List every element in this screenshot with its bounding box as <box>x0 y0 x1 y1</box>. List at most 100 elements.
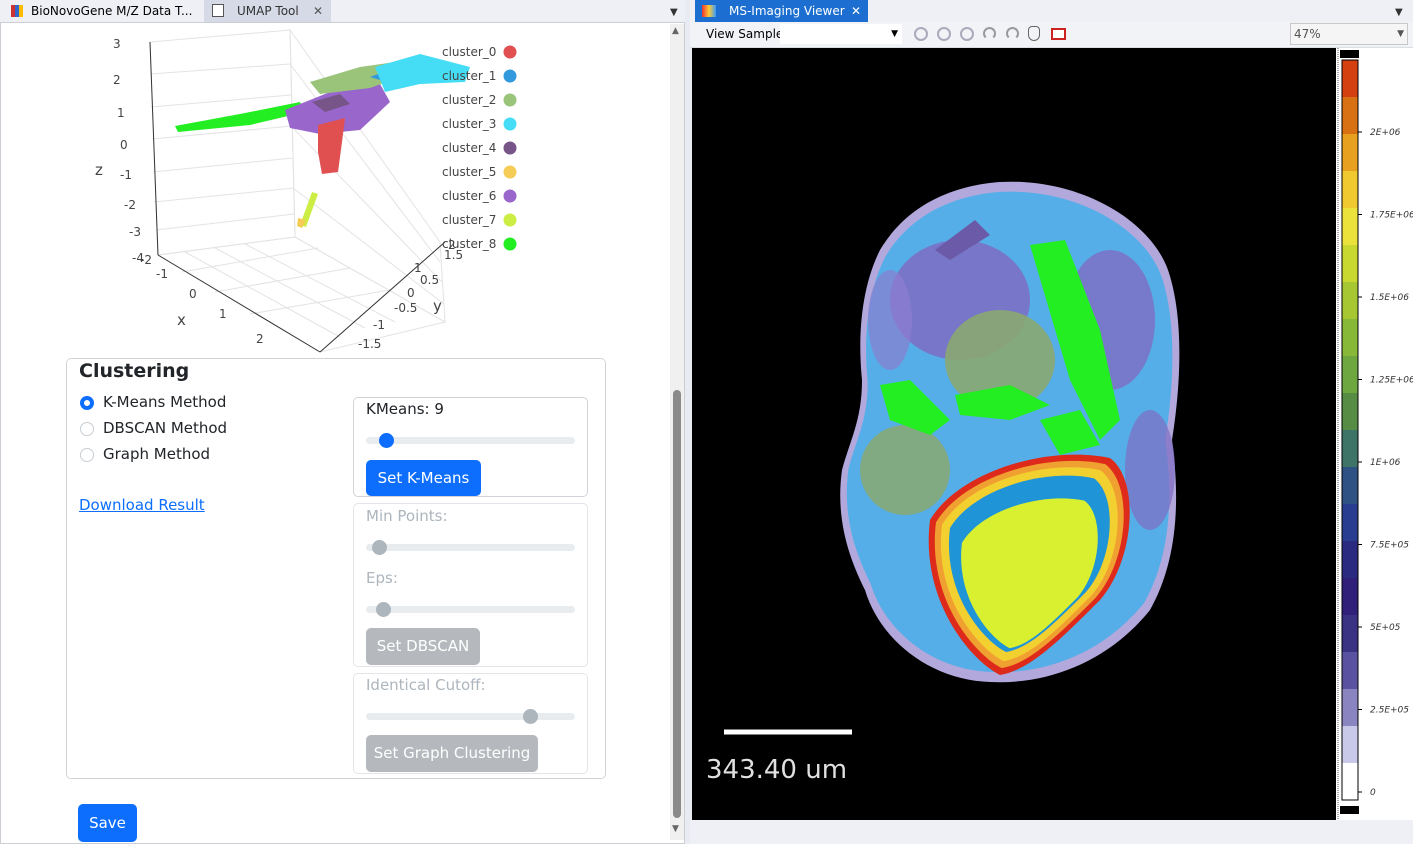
tab-menu[interactable]: ▼ <box>670 7 678 18</box>
colorbar-segment <box>1342 393 1358 430</box>
z-ticks: 3 2 1 0 -1 -2 -3 -4 <box>113 37 144 265</box>
rotate-right-icon[interactable] <box>1006 27 1019 40</box>
tick-label: -1.5 <box>358 337 381 351</box>
slider-thumb <box>372 540 387 555</box>
legend-label[interactable]: cluster_2 <box>442 93 496 107</box>
colorbar-segment <box>1342 97 1358 134</box>
zoom-fit-icon[interactable] <box>960 27 974 41</box>
legend-label[interactable]: cluster_4 <box>442 141 496 155</box>
colorbar-cap <box>1340 50 1359 58</box>
radio-button[interactable] <box>80 396 94 410</box>
colorbar-segment <box>1342 282 1358 319</box>
export-icon[interactable] <box>1051 28 1066 40</box>
legend-marker[interactable] <box>503 93 517 107</box>
x-ticks: -2 -1 0 1 2 <box>140 253 264 346</box>
tab-menu[interactable]: ▼ <box>1395 7 1403 18</box>
plot-axes <box>149 41 446 353</box>
tick-label: 1 <box>219 307 227 321</box>
cluster-cloud <box>285 84 390 134</box>
legend-marker[interactable] <box>503 117 517 131</box>
legend-label[interactable]: cluster_1 <box>442 69 496 83</box>
colorbar-segment <box>1342 208 1358 245</box>
clustering-panel <box>66 358 606 779</box>
legend-marker[interactable] <box>503 45 517 59</box>
tick-label: 2 <box>113 73 121 87</box>
legend-marker[interactable] <box>503 141 517 155</box>
legend-label[interactable]: cluster_3 <box>442 117 496 131</box>
slider-thumb[interactable] <box>379 433 394 448</box>
right-tab-bar: MS-Imaging Viewer ✕ ▼ <box>690 0 1413 22</box>
set-kmeans-button[interactable]: Set K-Means <box>366 460 481 496</box>
kmeans-slider[interactable] <box>366 437 575 444</box>
tab[interactable]: MS-Imaging Viewer <box>729 4 845 18</box>
scroll-down[interactable]: ▼ <box>672 824 679 834</box>
sample-select[interactable]: ▼ <box>780 24 902 44</box>
tab[interactable]: BioNovoGene M/Z Data T... <box>31 4 193 18</box>
colorbar-segment <box>1342 245 1358 282</box>
tick-label: 1 <box>117 106 125 120</box>
colorbar-segment <box>1342 504 1358 541</box>
colorbar-label: 1E+06 <box>1370 458 1401 468</box>
tick-label: -4 <box>132 251 144 265</box>
tab-close[interactable]: ✕ <box>851 4 862 18</box>
colorbar-segment <box>1342 763 1358 800</box>
radio-button[interactable] <box>80 422 94 436</box>
legend-label[interactable]: cluster_7 <box>442 213 496 227</box>
download-link[interactable]: Download Result <box>79 496 205 514</box>
tick-label: 1.5 <box>444 248 463 262</box>
save-button[interactable]: Save <box>78 804 137 842</box>
tab-active[interactable] <box>204 0 331 22</box>
colorbar-segment <box>1342 356 1358 393</box>
kmeans-label: KMeans: 9 <box>366 400 444 418</box>
tab-active[interactable] <box>695 0 868 22</box>
dbscan-box <box>353 503 588 667</box>
rotate-left-icon[interactable] <box>983 27 996 40</box>
colorbar: 2E+06 1.75E+06 1.5E+06 1.25E+06 1E+06 7.5E+05… <box>1341 59 1413 801</box>
legend: cluster_0 cluster_1 cluster_2 cluster_3clus… <box>442 45 517 251</box>
zoom-select[interactable]: 47% ▼ <box>1290 23 1408 45</box>
cluster-cloud <box>318 118 345 174</box>
zoom-value: 47% <box>1294 27 1321 41</box>
kmeans-box <box>353 397 588 497</box>
slider-thumb <box>523 709 538 724</box>
legend-label[interactable]: cluster_6 <box>442 189 496 203</box>
radio-button[interactable] <box>80 448 94 462</box>
colorbar-segment <box>1342 467 1358 504</box>
scroll-up[interactable]: ▲ <box>672 26 679 36</box>
colorbar-label: 1.5E+06 <box>1370 293 1409 303</box>
pan-icon[interactable] <box>1028 26 1040 41</box>
radio-label[interactable]: K-Means Method <box>103 393 227 411</box>
min-points-label: Min Points: <box>366 507 448 525</box>
tick-label: -2 <box>124 198 136 212</box>
tab-close[interactable]: ✕ <box>313 4 324 18</box>
tick-label: 2 <box>448 238 456 252</box>
zoom-in-icon[interactable] <box>914 27 928 41</box>
legend-label[interactable]: cluster_0 <box>442 45 496 59</box>
legend-marker[interactable] <box>503 237 517 251</box>
legend-marker[interactable] <box>503 189 517 203</box>
radio-label[interactable]: Graph Method <box>103 445 211 463</box>
zoom-out-icon[interactable] <box>937 27 951 41</box>
legend-marker[interactable] <box>503 213 517 227</box>
legend-marker[interactable] <box>503 69 517 83</box>
radio-label[interactable]: DBSCAN Method <box>103 419 228 437</box>
scrollbar[interactable]: ▲ ▼ <box>670 24 684 840</box>
ms-image-view[interactable]: 343.40 um 2E+06 1.75E+06 1.5E+06 1.25E+06 1E… <box>690 48 1413 820</box>
legend-marker[interactable] <box>503 165 517 179</box>
left-tab-bar: BioNovoGene M/Z Data T... UMAP Tool ✕ ▼ <box>0 0 685 22</box>
tick-label: 0 <box>120 138 128 152</box>
umap-3d-plot[interactable]: 3 2 1 0 -1 -2 -3 -4 -2 -1 0 1 2 2 1.5 1 … <box>0 22 670 357</box>
colorbar-label: 2.5E+05 <box>1370 706 1409 716</box>
tab-icon <box>212 4 224 17</box>
scrollbar-thumb[interactable] <box>673 390 681 818</box>
tick-label: -1 <box>373 318 385 332</box>
tissue-image <box>840 181 1180 683</box>
slider-thumb <box>376 602 391 617</box>
legend-label[interactable]: cluster_5 <box>442 165 496 179</box>
tick-label: -1 <box>120 168 132 182</box>
cluster-points <box>175 54 470 228</box>
tab[interactable]: UMAP Tool <box>237 4 299 18</box>
legend-label[interactable]: cluster_8 <box>442 237 496 251</box>
tick-label: 0 <box>407 286 415 300</box>
